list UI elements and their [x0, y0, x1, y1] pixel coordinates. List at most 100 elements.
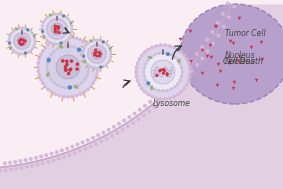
- Circle shape: [48, 74, 50, 77]
- Circle shape: [14, 38, 15, 40]
- Circle shape: [175, 77, 177, 79]
- Circle shape: [123, 119, 125, 122]
- Circle shape: [94, 54, 95, 56]
- Circle shape: [97, 66, 99, 68]
- Circle shape: [66, 28, 68, 30]
- Circle shape: [222, 25, 225, 28]
- Circle shape: [160, 98, 162, 100]
- Circle shape: [69, 45, 71, 47]
- Circle shape: [177, 94, 179, 96]
- Circle shape: [97, 55, 98, 57]
- Circle shape: [82, 141, 84, 144]
- Circle shape: [63, 156, 65, 158]
- Circle shape: [16, 34, 18, 36]
- Circle shape: [83, 47, 85, 49]
- Circle shape: [9, 45, 11, 47]
- Circle shape: [102, 60, 104, 62]
- Circle shape: [65, 66, 67, 68]
- Circle shape: [32, 48, 33, 50]
- Circle shape: [162, 90, 164, 92]
- Circle shape: [42, 50, 44, 52]
- Circle shape: [29, 40, 31, 42]
- Circle shape: [87, 64, 89, 65]
- Circle shape: [37, 62, 39, 64]
- Circle shape: [37, 66, 39, 68]
- Circle shape: [20, 27, 22, 29]
- Circle shape: [179, 79, 181, 81]
- Circle shape: [151, 96, 153, 98]
- Circle shape: [174, 56, 176, 58]
- Circle shape: [35, 156, 37, 159]
- Circle shape: [90, 60, 92, 62]
- Text: Lysosome: Lysosome: [153, 98, 191, 108]
- Circle shape: [105, 137, 108, 140]
- Circle shape: [138, 58, 140, 60]
- Circle shape: [66, 147, 68, 150]
- Circle shape: [96, 74, 98, 77]
- Circle shape: [186, 58, 188, 60]
- Ellipse shape: [15, 27, 18, 30]
- FancyBboxPatch shape: [96, 42, 98, 47]
- Circle shape: [30, 30, 31, 32]
- Circle shape: [55, 43, 56, 45]
- Circle shape: [8, 40, 10, 42]
- Circle shape: [166, 53, 168, 54]
- Circle shape: [58, 43, 59, 45]
- Circle shape: [27, 46, 28, 48]
- Circle shape: [19, 42, 21, 44]
- Circle shape: [25, 53, 27, 54]
- Circle shape: [11, 48, 12, 50]
- Circle shape: [99, 65, 102, 69]
- Circle shape: [0, 170, 2, 172]
- Circle shape: [77, 48, 81, 52]
- Circle shape: [78, 84, 80, 86]
- Circle shape: [143, 114, 145, 117]
- Circle shape: [23, 53, 24, 55]
- Circle shape: [82, 56, 84, 58]
- Circle shape: [103, 41, 105, 43]
- Circle shape: [102, 131, 105, 134]
- Circle shape: [44, 46, 46, 48]
- Circle shape: [169, 92, 172, 95]
- Circle shape: [50, 152, 53, 155]
- Circle shape: [34, 43, 36, 45]
- Circle shape: [100, 140, 103, 143]
- Circle shape: [143, 51, 146, 53]
- Circle shape: [82, 50, 84, 52]
- Circle shape: [98, 62, 99, 64]
- Circle shape: [64, 41, 65, 43]
- Circle shape: [36, 163, 39, 166]
- Circle shape: [155, 97, 157, 99]
- Circle shape: [58, 38, 59, 40]
- FancyBboxPatch shape: [21, 30, 23, 35]
- Circle shape: [190, 70, 193, 73]
- Circle shape: [89, 65, 91, 67]
- Circle shape: [65, 34, 66, 35]
- Circle shape: [183, 54, 185, 57]
- Circle shape: [38, 57, 40, 60]
- Circle shape: [103, 65, 105, 67]
- Circle shape: [60, 19, 62, 21]
- Circle shape: [51, 23, 63, 35]
- Ellipse shape: [42, 35, 45, 39]
- Circle shape: [98, 52, 100, 53]
- Circle shape: [201, 57, 204, 60]
- Circle shape: [148, 110, 151, 113]
- Circle shape: [68, 85, 72, 90]
- Circle shape: [50, 21, 51, 22]
- Circle shape: [66, 60, 68, 62]
- Circle shape: [57, 84, 59, 86]
- Circle shape: [28, 45, 29, 46]
- Circle shape: [94, 78, 97, 81]
- Circle shape: [61, 42, 63, 44]
- Circle shape: [46, 66, 48, 68]
- Circle shape: [222, 12, 224, 15]
- Circle shape: [18, 47, 20, 49]
- Circle shape: [20, 38, 22, 40]
- Circle shape: [49, 41, 50, 43]
- Circle shape: [24, 40, 26, 42]
- Circle shape: [169, 97, 171, 99]
- Circle shape: [181, 71, 183, 73]
- Circle shape: [54, 28, 56, 29]
- Circle shape: [158, 53, 160, 54]
